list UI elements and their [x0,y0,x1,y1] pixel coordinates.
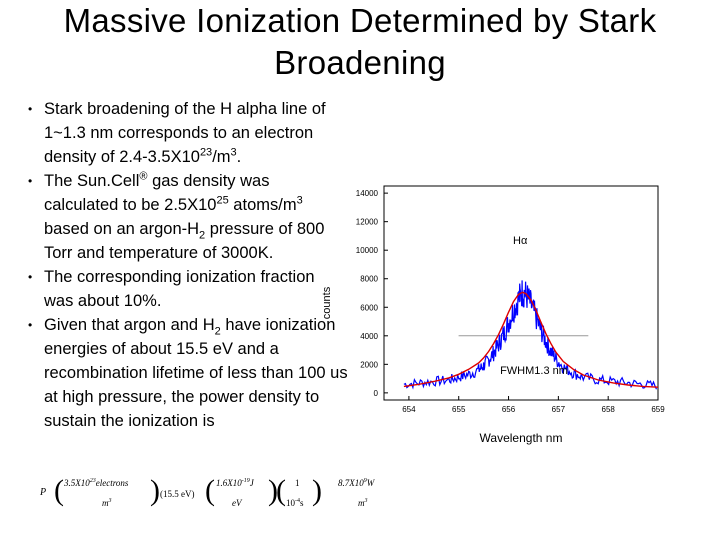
bullet-list: • Stark broadening of the H alpha line o… [28,97,348,433]
formula-t3-num: 1.6X10-19J [216,478,254,488]
y-tick-label: 8000 [360,275,378,284]
bullet-text: The corresponding ionization fraction wa… [44,268,315,310]
slide-title-line2: Broadening [274,44,446,81]
formula-t4-num: 1 [295,478,300,488]
bullet-text: The Sun.Cell® gas density was calculated… [44,170,325,262]
formula-paren: ( [54,474,64,507]
formula-t1-num: 3.5X1023electrons [64,478,129,488]
x-tick-label: 658 [602,405,616,414]
annotation-halpha: Hα [513,235,528,247]
bullet-marker: • [28,102,33,116]
y-tick-label: 2000 [360,360,378,369]
y-axis-label: counts [321,286,333,319]
bullet-marker: • [28,318,33,332]
formula-t3-den: eV [232,498,242,508]
slide-title: Massive Ionization Determined by Stark B… [0,0,720,84]
x-tick-label: 656 [502,405,516,414]
power-density-formula: P ( 3.5X1023electrons m3 ) (15.5 eV) ( 1… [40,474,380,514]
formula-t4-den: 10-4s [286,498,304,508]
formula-result-num: 8.7X109W [338,478,375,488]
x-axis-label: Wavelength nm [480,431,563,445]
y-tick-label: 12000 [356,218,379,227]
formula-p: P [40,487,47,498]
y-tick-label: 14000 [356,189,379,198]
formula-t1-den: m3 [102,498,112,508]
y-tick-label: 10000 [356,246,379,255]
fit-curve-line [403,291,659,388]
formula-paren: ) [312,474,322,507]
y-tick-label: 4000 [360,332,378,341]
bullet-item: • The Sun.Cell® gas density was calculat… [28,169,348,265]
formula-result-den: m3 [358,498,368,508]
bullet-item: • Stark broadening of the H alpha line o… [28,97,348,169]
formula-paren: ( [205,474,215,507]
bullet-marker: • [28,174,33,188]
bullet-item: • Given that argon and H2 have ionizatio… [28,313,348,433]
formula-paren: ( [276,474,286,507]
x-tick-label: 657 [552,405,566,414]
plot-frame [383,185,659,401]
bullet-text: Stark broadening of the H alpha line of … [44,100,326,166]
x-tick-label: 655 [452,405,466,414]
y-tick-label: 6000 [360,303,378,312]
annotation-fwhm: FWHM1.3 nm [500,365,568,377]
x-tick-label: 659 [651,405,665,414]
formula-paren: ) [268,474,278,507]
formula-t2: (15.5 eV) [160,489,195,499]
bullet-marker: • [28,270,33,284]
bullet-item: • The corresponding ionization fraction … [28,265,348,313]
x-tick-label: 654 [402,405,416,414]
y-tick-label: 0 [374,389,379,398]
bullet-text: Given that argon and H2 have ionization … [44,316,348,430]
formula-paren: ) [150,474,160,507]
slide-title-line1: Massive Ionization Determined by Stark [63,2,657,39]
spectrum-chart: 0 2000 4000 6000 8000 10000 12000 14000 654 655 6… [321,185,665,445]
